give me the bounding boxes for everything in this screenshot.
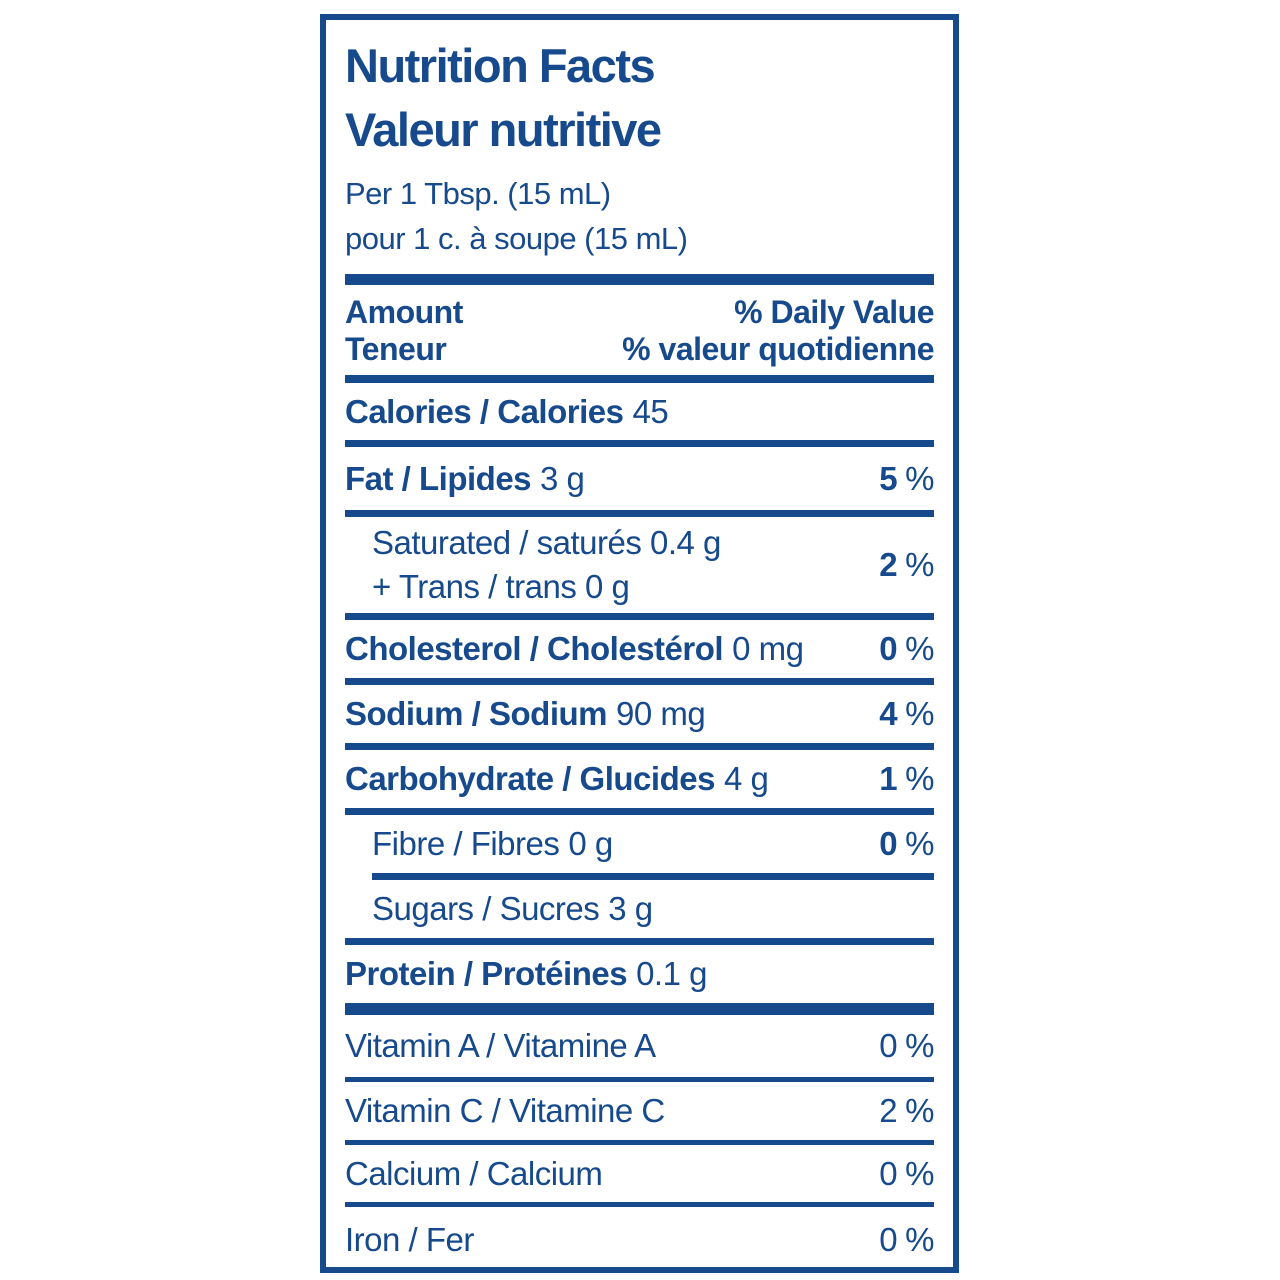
trans-line: + Trans / trans 0 g (372, 568, 630, 605)
vitamin-a-daily-value: 0% (879, 1027, 934, 1064)
row-sugars: Sugars / Sucres 3 g (345, 880, 934, 938)
row-fat: Fat / Lipides 3 g 5% (345, 447, 934, 510)
saturated-trans-label: Saturated / saturés 0.4 g + Trans / tran… (372, 521, 721, 609)
vitamin-a-label: Vitamin A / Vitamine A (345, 1027, 656, 1064)
header-divider (345, 375, 934, 383)
row-vitamin-a: Vitamin A / Vitamine A 0% (345, 1015, 934, 1077)
row-carbohydrate: Carbohydrate / Glucides 4 g 1% (345, 750, 934, 808)
amount-header: Amount Teneur (345, 294, 463, 368)
row-protein: Protein / Protéines 0.1 g (345, 945, 934, 1003)
row-fibre: Fibre / Fibres 0 g 0% (345, 815, 934, 873)
fibre-label: Fibre / Fibres 0 g (372, 825, 613, 862)
row-divider-indented (372, 873, 934, 880)
carbohydrate-daily-value: 1% (879, 760, 934, 797)
row-divider (345, 613, 934, 620)
amount-header-french: Teneur (345, 331, 447, 367)
cholesterol-label: Cholesterol / Cholestérol 0 mg (345, 630, 804, 667)
serving-size-english: Per 1 Tbsp. (15 mL) (345, 176, 611, 211)
row-divider (345, 440, 934, 447)
row-sodium: Sodium / Sodium 90 mg 4% (345, 685, 934, 743)
vitamin-c-daily-value: 2% (879, 1092, 934, 1129)
serving-size-french: pour 1 c. à soupe (15 mL) (345, 221, 688, 256)
fat-daily-value: 5% (879, 459, 934, 497)
fat-label: Fat / Lipides 3 g (345, 459, 585, 497)
calories-label: Calories / Calories 45 (345, 392, 669, 430)
saturated-line: Saturated / saturés 0.4 g (372, 524, 721, 561)
daily-value-header: % Daily Value % valeur quotidienne (622, 294, 934, 368)
micronutrient-divider (345, 1202, 934, 1207)
row-saturated-trans: Saturated / saturés 0.4 g + Trans / tran… (345, 517, 934, 613)
thick-separator-bottom (345, 1003, 934, 1015)
calcium-daily-value: 0% (879, 1154, 934, 1192)
amount-header-english: Amount (345, 294, 463, 330)
cholesterol-daily-value: 0% (879, 630, 934, 667)
calcium-label: Calcium / Calcium (345, 1154, 603, 1192)
carbohydrate-label: Carbohydrate / Glucides 4 g (345, 760, 769, 797)
sodium-label: Sodium / Sodium 90 mg (345, 695, 706, 732)
row-iron: Iron / Fer 0% (345, 1207, 934, 1267)
thick-separator-top (345, 274, 934, 285)
title-french: Valeur nutritive (345, 103, 662, 156)
iron-label: Iron / Fer (345, 1220, 474, 1258)
row-calories: Calories / Calories 45 (345, 383, 934, 440)
row-divider (345, 510, 934, 517)
vitamin-c-label: Vitamin C / Vitamine C (345, 1092, 665, 1129)
iron-daily-value: 0% (879, 1220, 934, 1258)
title-english: Nutrition Facts (345, 39, 656, 92)
nutrition-facts-label: Nutrition Facts Valeur nutritive Per 1 T… (320, 14, 959, 1273)
sodium-daily-value: 4% (879, 695, 934, 732)
row-cholesterol: Cholesterol / Cholestérol 0 mg 0% (345, 620, 934, 678)
row-calcium: Calcium / Calcium 0% (345, 1145, 934, 1202)
micronutrient-divider (345, 1077, 934, 1082)
column-header-row: Amount Teneur % Daily Value % valeur quo… (345, 294, 934, 368)
row-divider (345, 938, 934, 945)
protein-label: Protein / Protéines 0.1 g (345, 955, 707, 992)
label-titles: Nutrition Facts Valeur nutritive (345, 34, 934, 162)
sugars-label: Sugars / Sucres 3 g (372, 890, 653, 927)
saturated-trans-daily-value: 2% (879, 546, 934, 583)
serving-size-block: Per 1 Tbsp. (15 mL) pour 1 c. à soupe (1… (345, 171, 934, 261)
fibre-daily-value: 0% (879, 825, 934, 862)
daily-value-header-french: % valeur quotidienne (622, 331, 934, 367)
row-vitamin-c: Vitamin C / Vitamine C 2% (345, 1082, 934, 1140)
row-divider (345, 743, 934, 750)
daily-value-header-english: % Daily Value (734, 294, 934, 330)
row-divider (345, 678, 934, 685)
row-divider (345, 808, 934, 815)
micronutrient-divider (345, 1140, 934, 1145)
